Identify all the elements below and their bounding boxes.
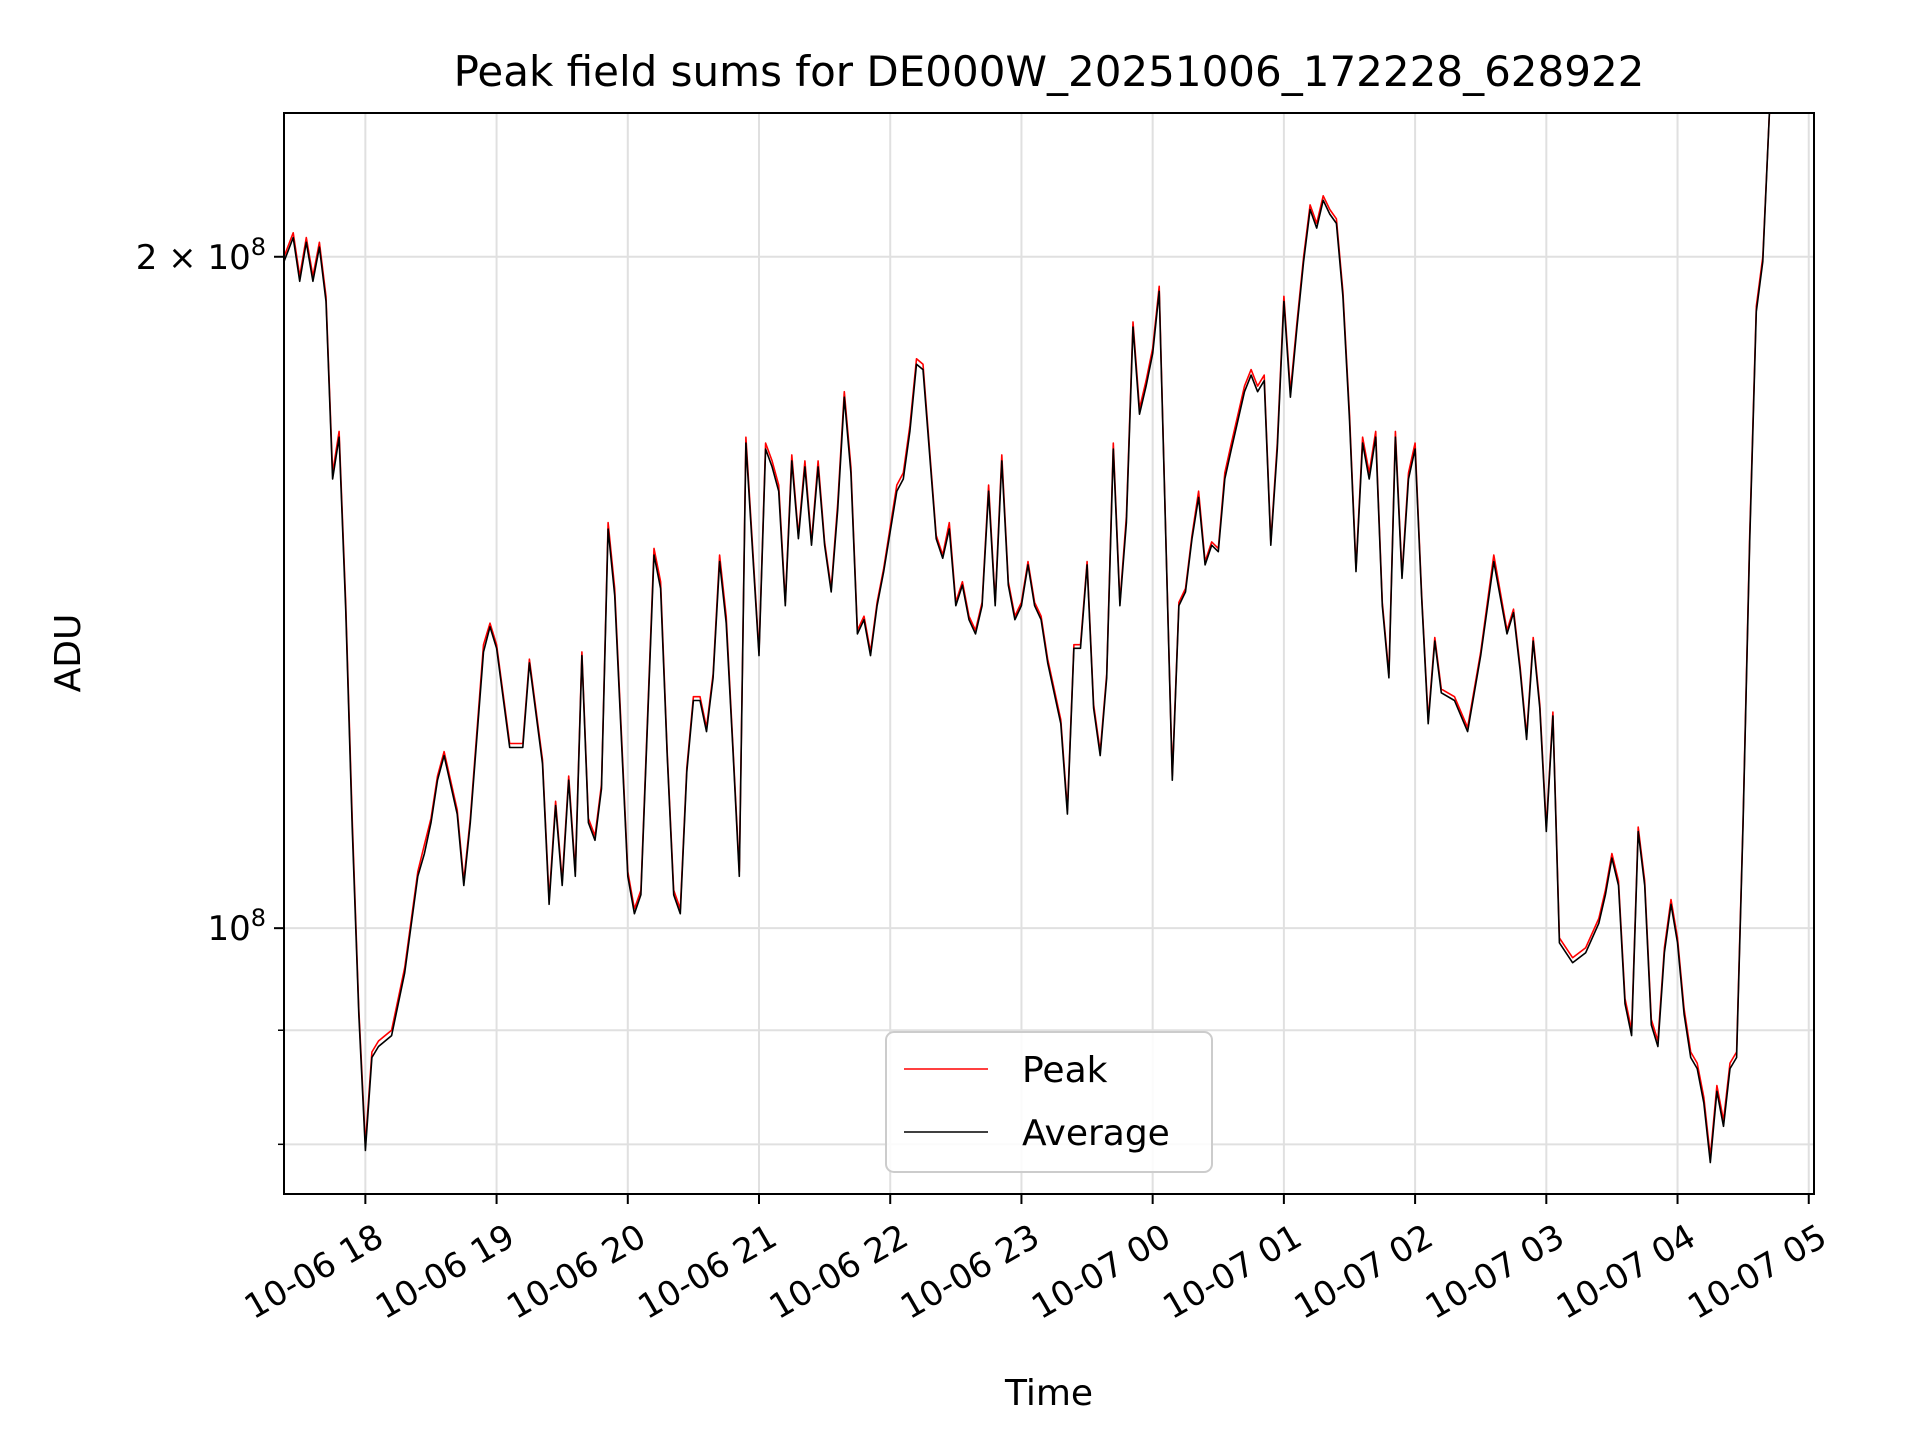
- y-axis-label: ADU: [48, 614, 89, 693]
- plot-frame: [283, 112, 1815, 1195]
- series-line-average: [284, 113, 1771, 1164]
- legend-box: [885, 1031, 1213, 1173]
- chart-title: Peak field sums for DE000W_20251006_1722…: [454, 47, 1645, 96]
- y-tick-label: 108: [207, 904, 266, 949]
- y-tick-label: 2 × 108: [136, 233, 266, 278]
- legend-label-average: Average: [1022, 1113, 1170, 1154]
- legend: Peak Average: [885, 1031, 1213, 1173]
- x-axis-label: Time: [1004, 1373, 1093, 1414]
- series-layer: [284, 113, 1771, 1164]
- legend-label-peak: Peak: [1022, 1050, 1108, 1091]
- y-axis-ticks: 108 2 × 108: [136, 233, 284, 1146]
